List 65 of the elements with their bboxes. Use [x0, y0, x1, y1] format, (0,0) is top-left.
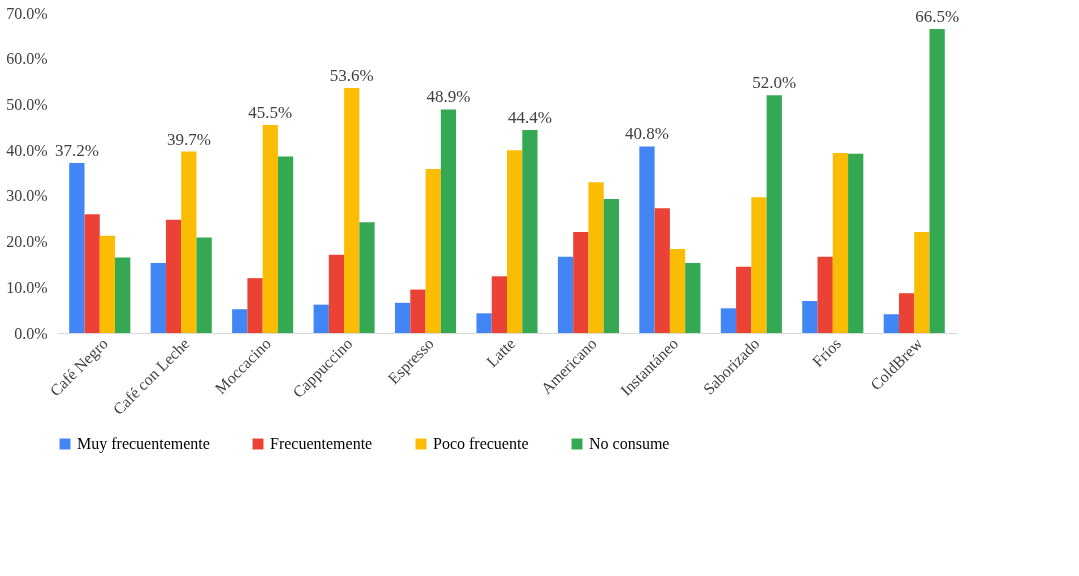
y-tick-label: 20.0% [6, 233, 48, 251]
bar [359, 222, 375, 333]
bar [196, 237, 212, 333]
bar [507, 150, 523, 333]
bar [425, 168, 441, 333]
bar [751, 197, 767, 333]
bar [277, 156, 294, 333]
bar [603, 199, 619, 333]
bar [832, 152, 849, 333]
bar [720, 308, 737, 333]
bar [115, 257, 131, 333]
y-tick-label: 60.0% [6, 50, 48, 68]
bar [395, 302, 411, 333]
bar [410, 289, 426, 333]
y-tick-label: 30.0% [6, 187, 48, 205]
bar [929, 29, 945, 333]
bar [588, 182, 604, 333]
bar [99, 235, 116, 333]
bar [573, 231, 589, 333]
bar [165, 219, 182, 333]
bar [440, 109, 457, 333]
bar [232, 309, 248, 333]
bar [84, 214, 100, 333]
bar [817, 256, 833, 333]
bar [313, 304, 329, 333]
bar [476, 313, 492, 333]
data-label: 48.9% [426, 87, 471, 107]
bar [736, 266, 752, 333]
bar [848, 153, 864, 333]
bar [247, 278, 263, 333]
bar [766, 95, 782, 333]
data-label: 40.8% [625, 124, 669, 144]
data-label: 45.5% [248, 103, 293, 122]
data-label: 44.4% [507, 108, 552, 128]
bar [669, 248, 686, 333]
data-label: 52.0% [752, 73, 797, 93]
legend-label: Muy frecuentemente [77, 435, 210, 453]
bar [491, 276, 507, 333]
data-label: 53.6% [329, 65, 374, 85]
bar [914, 231, 930, 333]
y-tick-label: 10.0% [6, 278, 48, 296]
bar [639, 146, 655, 333]
bar [150, 263, 166, 333]
data-label: 37.2% [54, 140, 99, 160]
bar [522, 130, 538, 333]
bar [557, 256, 574, 333]
bar [262, 125, 278, 333]
bar [802, 301, 818, 333]
bar [685, 263, 701, 333]
y-tick-label: 50.0% [6, 95, 48, 113]
y-tick-label: 40.0% [6, 141, 48, 159]
bar [654, 208, 670, 333]
legend-label: Poco frecuente [433, 435, 529, 452]
bar [883, 314, 899, 333]
y-tick-label: 70.0% [6, 4, 48, 22]
bar [898, 293, 915, 333]
bar [69, 162, 85, 333]
legend-label: Frecuentemente [270, 435, 373, 452]
bar [344, 87, 360, 333]
bar [181, 151, 197, 333]
data-label: 66.5% [915, 7, 960, 26]
legend-label: No consume [589, 435, 670, 452]
bar [328, 254, 345, 333]
y-tick-label: 0.0% [14, 324, 48, 342]
data-label: 39.7% [166, 129, 211, 149]
